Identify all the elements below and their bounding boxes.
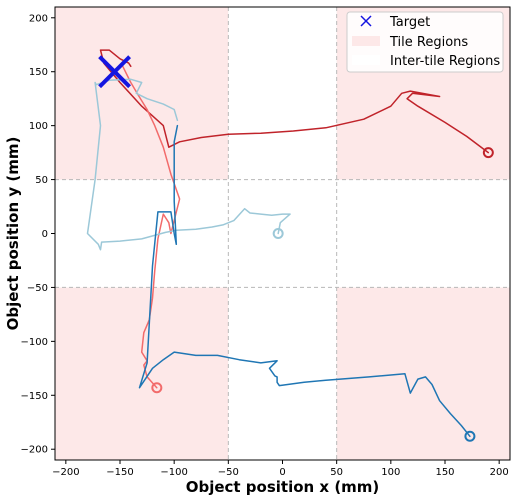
y-tick-label: −150 <box>21 391 48 402</box>
tile-region <box>55 7 229 180</box>
y-tick-label: 50 <box>35 175 48 186</box>
y-tick-label: −100 <box>21 337 48 348</box>
y-tick-label: 0 <box>42 229 48 240</box>
x-tick-label: −150 <box>106 467 133 478</box>
legend-intertile-label: Inter-tile Regions <box>390 54 500 69</box>
y-tick-label: 100 <box>29 121 48 132</box>
legend: Target Tile Regions Inter-tile Regions <box>346 11 504 73</box>
y-tick-label: −200 <box>21 445 48 456</box>
tile-region <box>336 287 510 460</box>
start-marker-4 <box>464 430 476 442</box>
trajectory-line-1 <box>99 49 490 154</box>
x-tick-label: −200 <box>52 467 79 478</box>
trajectory-series-layer <box>86 49 490 438</box>
y-axis-label: Object position y (mm) <box>4 137 22 331</box>
intertile-region <box>55 179 229 288</box>
legend-target-swatch <box>360 15 372 27</box>
start-markers-layer <box>151 147 494 442</box>
start-marker-1 <box>482 147 494 159</box>
x-axis-label: Object position x (mm) <box>186 478 380 496</box>
x-tick-label: −50 <box>218 467 239 478</box>
target-marker-stroke-b <box>98 55 131 89</box>
start-marker-3 <box>272 228 284 239</box>
x-tick-label: 200 <box>490 467 509 478</box>
y-tick-label: 200 <box>29 13 48 24</box>
target-marker-layer <box>98 55 131 89</box>
y-axis-ticks: −200 −150 −100 −50 0 50 100 150 200 <box>21 13 55 456</box>
tile-region <box>55 287 229 460</box>
region-dividers <box>55 7 510 460</box>
trajectory-line-2 <box>121 64 181 389</box>
legend-target-label: Target <box>389 15 430 30</box>
intertile-region <box>228 7 337 180</box>
trajectory-line-3 <box>86 78 291 251</box>
legend-box <box>346 11 504 73</box>
intertile-region <box>336 179 510 288</box>
trajectory-line-4 <box>138 124 471 438</box>
x-axis-ticks: −200 −150 −100 −50 0 50 100 150 200 <box>52 460 509 478</box>
intertile-region <box>228 287 337 460</box>
x-tick-label: 50 <box>330 467 343 478</box>
start-marker-2 <box>151 382 163 394</box>
x-tick-label: −100 <box>160 467 187 478</box>
legend-intertile-swatch <box>352 55 380 65</box>
x-tick-label: 0 <box>279 467 285 478</box>
legend-tile-label: Tile Regions <box>389 35 468 50</box>
y-tick-label: −50 <box>27 283 48 294</box>
y-tick-label: 150 <box>29 67 48 78</box>
legend-x-stroke-b <box>360 15 372 27</box>
legend-tile-swatch <box>352 36 380 46</box>
x-tick-label: 150 <box>435 467 454 478</box>
x-tick-label: 100 <box>381 467 400 478</box>
